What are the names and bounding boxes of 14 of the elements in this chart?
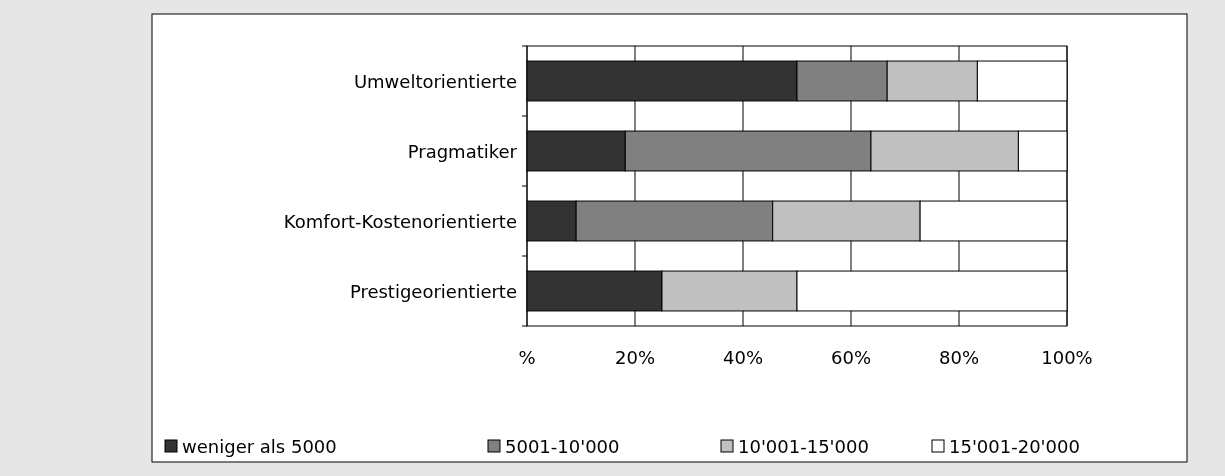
x-tick-label: 80%	[938, 347, 980, 368]
legend-label: weniger als 5000	[182, 436, 337, 457]
legend-label: 10'001-15'000	[738, 436, 869, 457]
x-tick-label: 100%	[1041, 347, 1093, 368]
x-tick-label: 20%	[614, 347, 656, 368]
legend-label: 5001-10'000	[505, 436, 620, 457]
y-tick-label: Umweltorientierte	[353, 70, 517, 92]
x-tick-label: 60%	[830, 347, 872, 368]
x-tick-label: 40%	[722, 347, 764, 368]
y-tick-label: Komfort-Kostenorientierte	[283, 210, 517, 232]
y-tick-label: Pragmatiker	[407, 140, 518, 162]
legend-label: 15'001-20'000	[949, 436, 1080, 457]
y-tick-label: Prestigeorientierte	[349, 280, 517, 302]
x-tick-label: %	[518, 347, 536, 368]
